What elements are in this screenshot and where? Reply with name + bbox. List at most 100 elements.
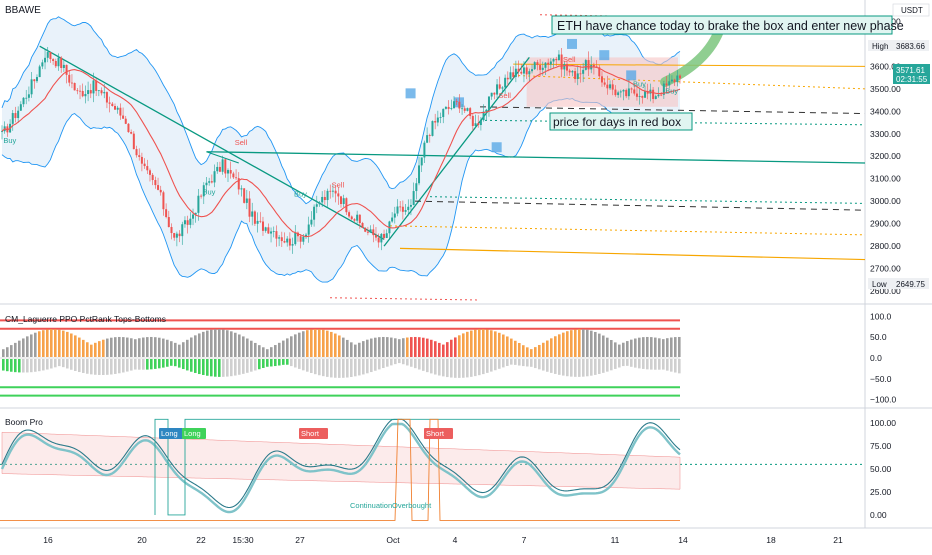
laguerre-top-bar[interactable] — [674, 337, 677, 357]
laguerre-top-bar[interactable] — [290, 336, 293, 357]
laguerre-bottom-bar[interactable] — [650, 359, 653, 370]
candle[interactable] — [420, 157, 423, 166]
candle[interactable] — [447, 106, 450, 109]
laguerre-bottom-bar[interactable] — [178, 359, 181, 368]
laguerre-top-bar[interactable] — [34, 332, 37, 357]
laguerre-top-bar[interactable] — [658, 338, 661, 357]
laguerre-bottom-bar[interactable] — [470, 359, 473, 377]
candle[interactable] — [582, 69, 585, 74]
candle[interactable] — [509, 72, 512, 80]
long-trendline[interactable] — [206, 151, 866, 164]
candle[interactable] — [600, 76, 603, 83]
boom-label-continuation[interactable]: Continuation — [350, 501, 392, 510]
candle[interactable] — [428, 135, 431, 136]
laguerre-bottom-bar[interactable] — [646, 359, 649, 370]
laguerre-bottom-bar[interactable] — [606, 359, 609, 372]
boom-label-long[interactable]: Long — [184, 429, 201, 438]
laguerre-bottom-bar[interactable] — [230, 359, 233, 377]
laguerre-top-bar[interactable] — [582, 329, 585, 357]
laguerre-top-bar[interactable] — [226, 330, 229, 357]
candle[interactable] — [151, 174, 154, 181]
candle[interactable] — [383, 233, 386, 238]
boom-indicator-title[interactable]: Boom Pro — [5, 417, 43, 427]
candle[interactable] — [124, 118, 127, 124]
laguerre-top-bar[interactable] — [302, 331, 305, 357]
laguerre-bottom-bar[interactable] — [90, 359, 93, 375]
laguerre-top-bar[interactable] — [398, 339, 401, 357]
laguerre-top-bar[interactable] — [458, 335, 461, 357]
candle[interactable] — [245, 198, 248, 203]
laguerre-top-bar[interactable] — [294, 334, 297, 357]
laguerre-bottom-bar[interactable] — [58, 359, 61, 367]
laguerre-bottom-bar[interactable] — [326, 359, 329, 377]
laguerre-bottom-bar[interactable] — [494, 359, 497, 371]
candle[interactable] — [65, 64, 68, 75]
laguerre-bottom-bar[interactable] — [410, 359, 413, 367]
candle[interactable] — [493, 92, 496, 95]
candle[interactable] — [162, 192, 165, 210]
laguerre-top-bar[interactable] — [254, 342, 257, 357]
laguerre-bottom-bar[interactable] — [430, 359, 433, 374]
laguerre-bottom-bar[interactable] — [510, 359, 513, 365]
candle[interactable] — [627, 88, 630, 97]
signal-label-sell[interactable]: Sell — [498, 91, 511, 100]
laguerre-top-bar[interactable] — [150, 336, 153, 357]
laguerre-top-bar[interactable] — [462, 333, 465, 357]
candle[interactable] — [229, 170, 232, 174]
candle[interactable] — [555, 59, 558, 61]
laguerre-top-bar[interactable] — [278, 342, 281, 357]
laguerre-top-bar[interactable] — [378, 337, 381, 357]
laguerre-top-bar[interactable] — [330, 331, 333, 357]
candle[interactable] — [175, 233, 178, 238]
laguerre-bottom-bar[interactable] — [390, 359, 393, 366]
candle[interactable] — [224, 159, 227, 174]
candle[interactable] — [670, 79, 673, 82]
laguerre-bottom-bar[interactable] — [26, 359, 29, 373]
laguerre-top-bar[interactable] — [402, 338, 405, 357]
laguerre-top-bar[interactable] — [110, 337, 113, 357]
laguerre-bottom-bar[interactable] — [666, 359, 669, 371]
candle[interactable] — [92, 80, 95, 94]
laguerre-top-bar[interactable] — [234, 332, 237, 357]
laguerre-top-bar[interactable] — [190, 337, 193, 357]
lower-red-dotted[interactable] — [329, 297, 481, 301]
candle[interactable] — [79, 90, 82, 92]
candle[interactable] — [216, 166, 219, 172]
laguerre-bottom-bar[interactable] — [346, 359, 349, 378]
laguerre-bottom-bar[interactable] — [362, 359, 365, 375]
candle[interactable] — [35, 77, 38, 82]
laguerre-top-bar[interactable] — [510, 338, 513, 357]
laguerre-top-bar[interactable] — [578, 329, 581, 357]
candle[interactable] — [221, 159, 224, 172]
candle[interactable] — [62, 64, 65, 69]
laguerre-top-bar[interactable] — [50, 329, 53, 357]
laguerre-top-bar[interactable] — [602, 335, 605, 357]
candle[interactable] — [469, 108, 472, 116]
laguerre-bottom-bar[interactable] — [502, 359, 505, 368]
laguerre-bottom-bar[interactable] — [442, 359, 445, 377]
candle[interactable] — [19, 104, 22, 111]
candle[interactable] — [439, 117, 442, 118]
candle[interactable] — [461, 108, 464, 110]
laguerre-bottom-bar[interactable] — [2, 359, 5, 371]
laguerre-top-bar[interactable] — [422, 337, 425, 357]
laguerre-top-bar[interactable] — [22, 338, 25, 357]
laguerre-bottom-bar[interactable] — [302, 359, 305, 371]
candle[interactable] — [17, 110, 20, 119]
laguerre-top-bar[interactable] — [26, 336, 29, 357]
laguerre-top-bar[interactable] — [430, 339, 433, 357]
laguerre-bottom-bar[interactable] — [70, 359, 73, 370]
candle[interactable] — [482, 111, 485, 121]
mid-dashed-line[interactable] — [414, 200, 866, 211]
candle[interactable] — [159, 189, 162, 193]
candle[interactable] — [114, 106, 116, 110]
candle[interactable] — [11, 113, 14, 124]
laguerre-bottom-bar[interactable] — [170, 359, 173, 366]
laguerre-bottom-bar[interactable] — [678, 359, 681, 374]
candle[interactable] — [635, 93, 638, 97]
candle[interactable] — [660, 94, 663, 96]
candle[interactable] — [630, 88, 633, 90]
laguerre-top-bar[interactable] — [638, 337, 641, 357]
laguerre-bottom-bar[interactable] — [414, 359, 417, 369]
laguerre-bottom-bar[interactable] — [402, 359, 405, 365]
